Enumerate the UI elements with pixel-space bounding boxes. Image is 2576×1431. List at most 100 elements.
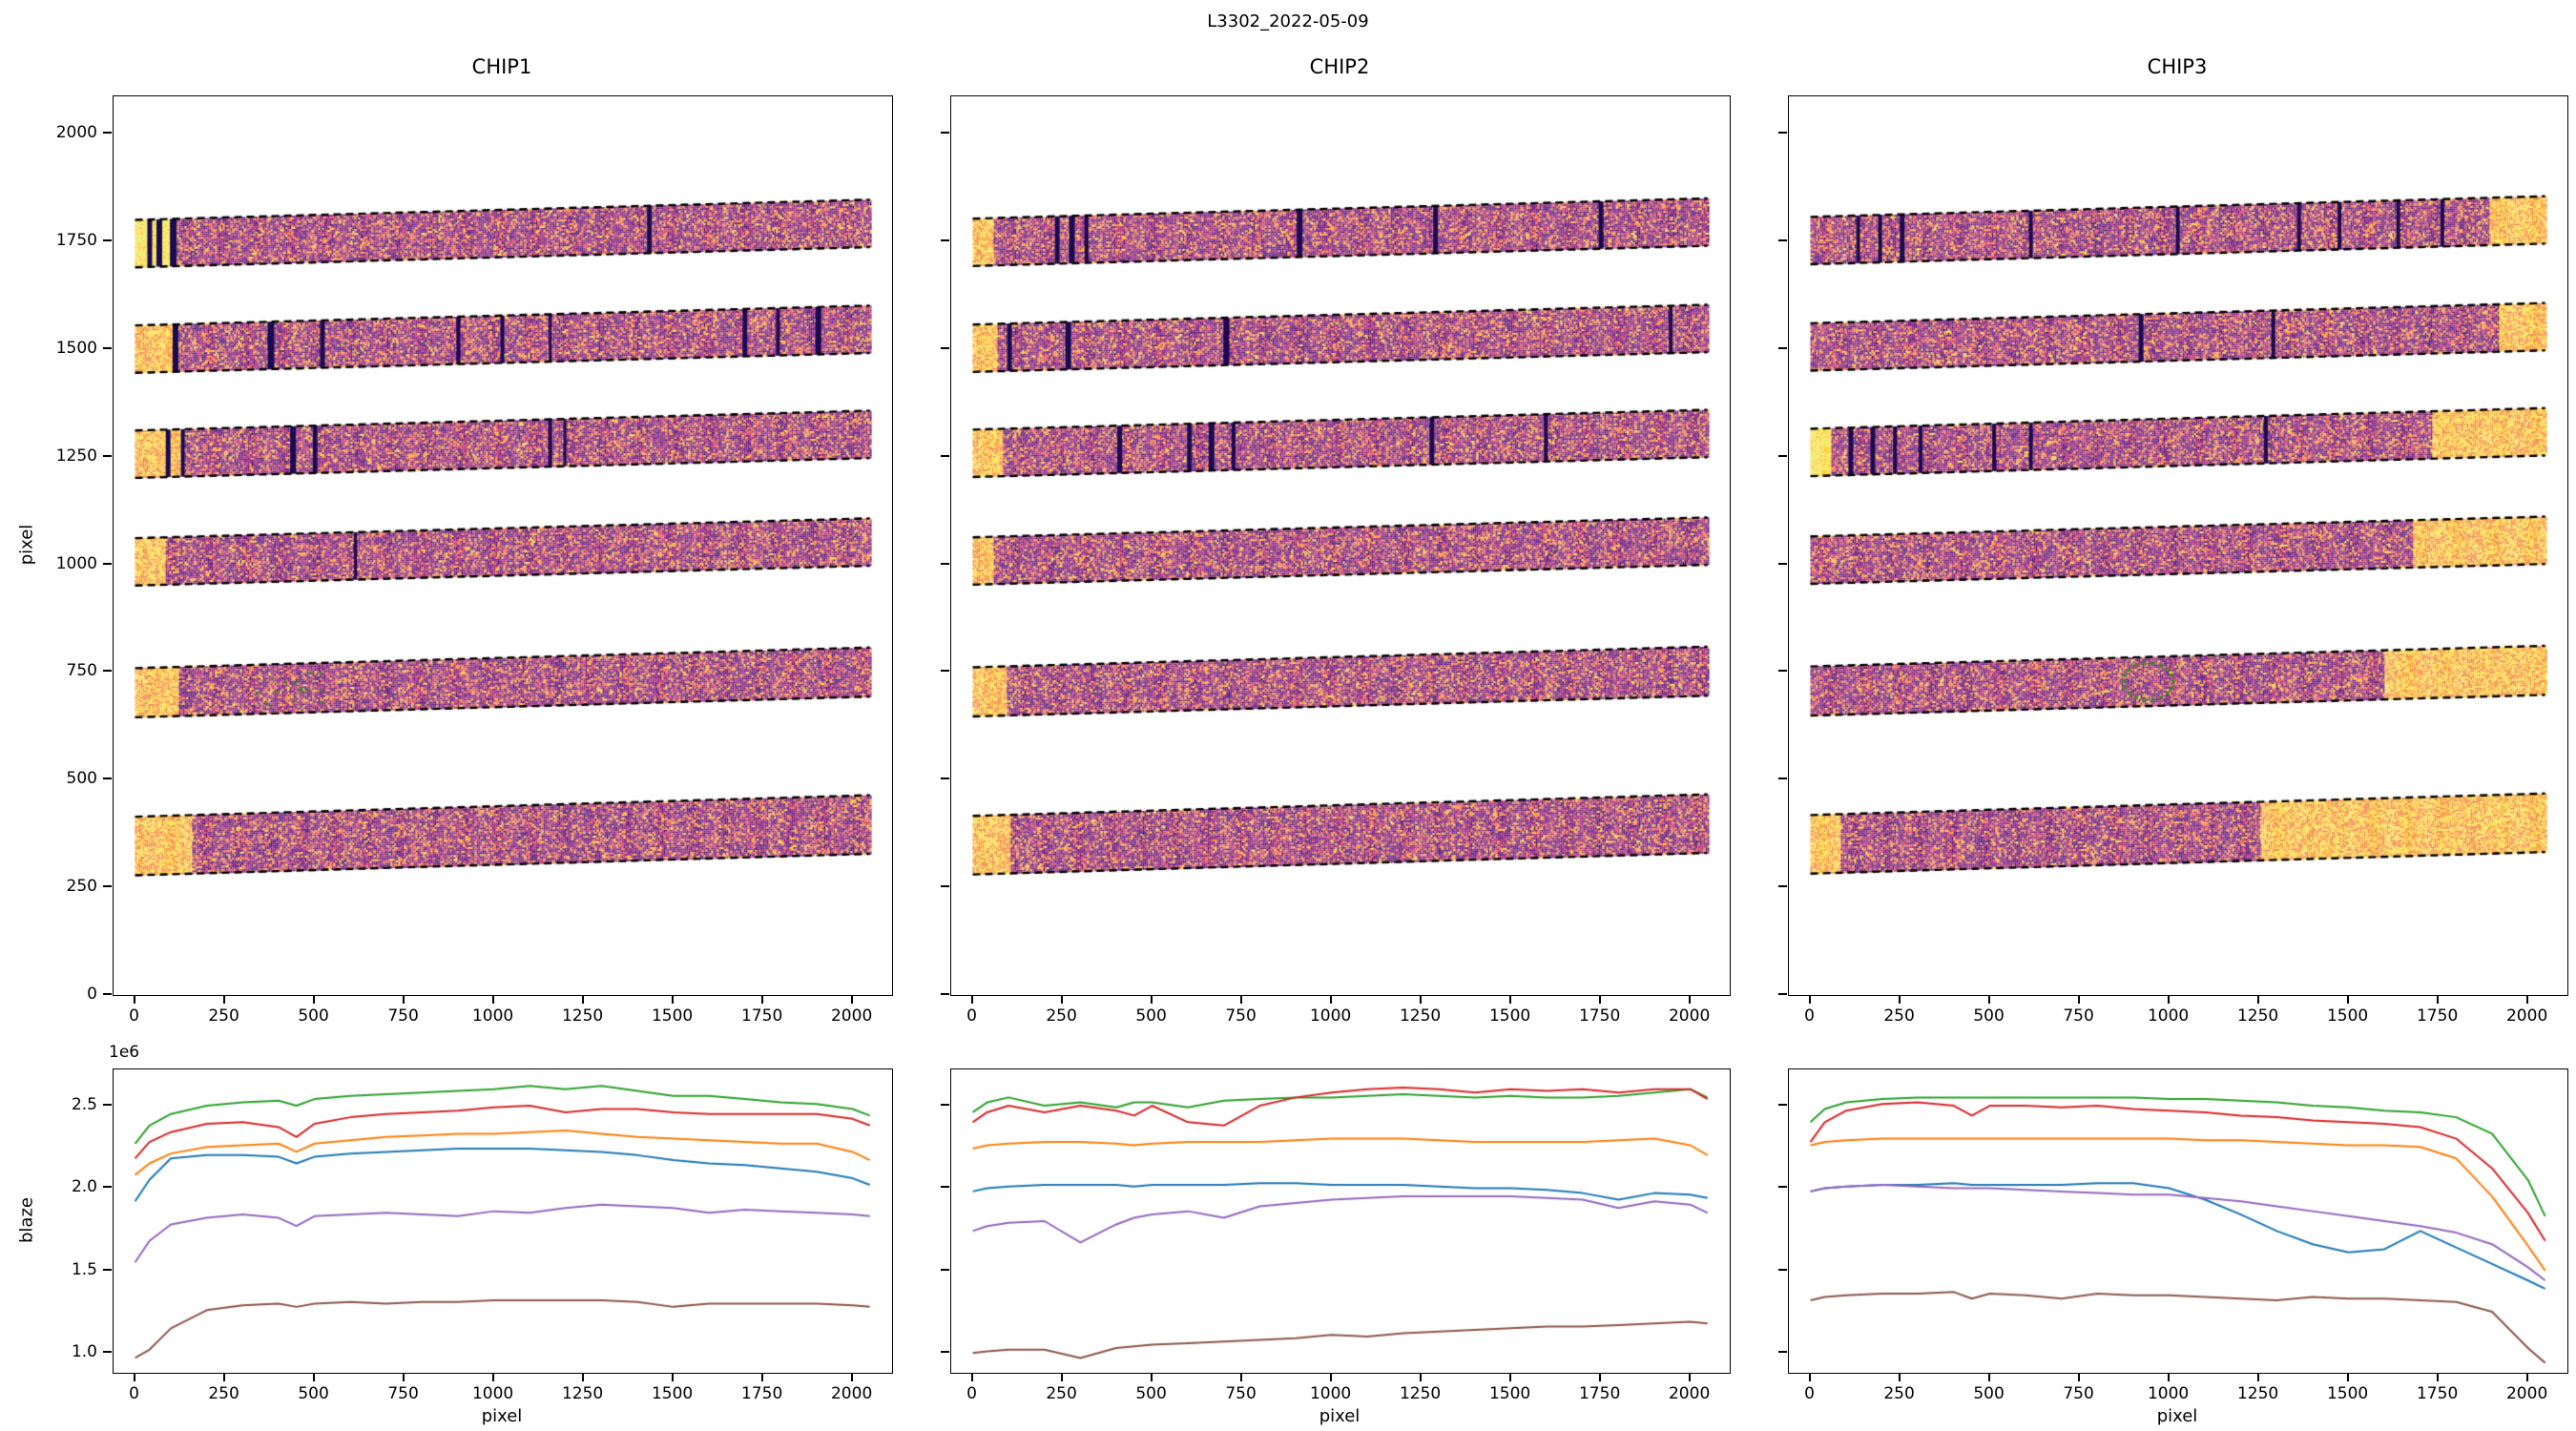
y-tick xyxy=(1778,1186,1787,1189)
x-tick xyxy=(850,995,853,1004)
y-tick-label: 0 xyxy=(87,985,97,1004)
chip3-x-axis-label: pixel xyxy=(2156,1406,2198,1426)
x-tick-label: 250 xyxy=(1046,1006,1077,1026)
x-tick xyxy=(1329,995,1332,1004)
x-tick-label: 500 xyxy=(298,1006,329,1026)
chip3-title: CHIP3 xyxy=(2147,55,2208,78)
x-tick-label: 1000 xyxy=(471,1006,514,1026)
x-tick xyxy=(1898,1373,1901,1381)
y-tick xyxy=(941,1351,949,1354)
y-tick xyxy=(1778,993,1787,995)
x-tick-label: 250 xyxy=(1046,1384,1077,1403)
x-tick xyxy=(1150,995,1153,1004)
chip1-title: CHIP1 xyxy=(471,55,532,78)
chip3-blaze-panel xyxy=(1788,1068,2568,1374)
y-tick-label: 1250 xyxy=(55,446,97,466)
chip1-blaze-panel xyxy=(113,1068,893,1374)
y-tick xyxy=(941,562,949,565)
x-tick-label: 1750 xyxy=(740,1384,783,1403)
x-tick xyxy=(1060,1373,1063,1381)
x-tick-label: 1750 xyxy=(740,1006,783,1026)
x-tick xyxy=(850,1373,853,1381)
x-tick xyxy=(1239,995,1242,1004)
chip1-blaze-canvas xyxy=(114,1069,892,1373)
x-tick xyxy=(222,1373,225,1381)
x-tick-label: 500 xyxy=(1973,1384,2005,1403)
x-tick-label: 250 xyxy=(208,1006,239,1026)
x-tick xyxy=(1598,995,1601,1004)
x-tick xyxy=(2167,1373,2170,1381)
x-tick-label: 0 xyxy=(129,1006,139,1026)
x-tick xyxy=(671,995,674,1004)
y-tick-label: 250 xyxy=(66,877,97,897)
x-tick xyxy=(2436,1373,2439,1381)
x-tick xyxy=(133,995,135,1004)
x-tick-label: 2000 xyxy=(1668,1006,1711,1026)
x-tick xyxy=(1239,1373,1242,1381)
y-tick-label: 1.0 xyxy=(71,1342,97,1362)
y-tick xyxy=(103,885,112,888)
x-tick xyxy=(2346,1373,2349,1381)
x-tick-label: 0 xyxy=(129,1384,139,1403)
y-tick xyxy=(103,346,112,349)
x-tick-label: 1000 xyxy=(1309,1006,1352,1026)
y-tick-label: 2.0 xyxy=(71,1177,97,1197)
x-tick-label: 750 xyxy=(2063,1006,2094,1026)
x-tick-label: 1000 xyxy=(1309,1384,1352,1403)
x-tick-label: 2000 xyxy=(2505,1384,2548,1403)
y-tick xyxy=(1778,239,1787,242)
x-tick-label: 1250 xyxy=(1399,1384,1442,1403)
x-tick xyxy=(2346,995,2349,1004)
y-tick xyxy=(1778,778,1787,780)
x-tick xyxy=(671,1373,674,1381)
x-tick-label: 1000 xyxy=(2147,1384,2190,1403)
x-tick-label: 500 xyxy=(1135,1384,1167,1403)
x-tick xyxy=(1688,995,1691,1004)
y-tick xyxy=(1778,1351,1787,1354)
x-tick xyxy=(2167,995,2170,1004)
x-tick-label: 1500 xyxy=(1488,1384,1531,1403)
figure-title: L3302_2022-05-09 xyxy=(1207,11,1369,31)
y-tick xyxy=(1778,346,1787,349)
x-tick xyxy=(312,995,315,1004)
y-tick xyxy=(103,1104,112,1107)
x-tick-label: 1500 xyxy=(1488,1006,1531,1026)
x-tick xyxy=(222,995,225,1004)
y-tick xyxy=(941,1268,949,1271)
chip2-x-axis-label: pixel xyxy=(1319,1406,1361,1426)
x-tick xyxy=(1808,995,1811,1004)
x-tick-label: 750 xyxy=(387,1006,419,1026)
chip2-title: CHIP2 xyxy=(1309,55,1370,78)
y-tick xyxy=(941,885,949,888)
y-tick xyxy=(941,132,949,135)
x-tick xyxy=(1508,995,1511,1004)
y-tick-label: 1.5 xyxy=(71,1259,97,1279)
x-tick xyxy=(970,995,973,1004)
y-tick xyxy=(941,1186,949,1189)
x-tick xyxy=(312,1373,315,1381)
y-tick-label: 1500 xyxy=(55,338,97,358)
y-tick xyxy=(941,346,949,349)
y-tick xyxy=(941,454,949,457)
chip1-x-axis-label: pixel xyxy=(481,1406,523,1426)
y-tick xyxy=(1778,132,1787,135)
x-tick-label: 1750 xyxy=(1578,1384,1621,1403)
y-tick xyxy=(103,1268,112,1271)
chip2-image-canvas xyxy=(951,96,1730,995)
x-tick-label: 1250 xyxy=(561,1384,604,1403)
x-tick-label: 1250 xyxy=(561,1006,604,1026)
x-tick-label: 1000 xyxy=(471,1384,514,1403)
x-tick xyxy=(1419,1373,1422,1381)
x-tick xyxy=(491,1373,494,1381)
x-tick-label: 2000 xyxy=(830,1006,873,1026)
y-tick xyxy=(103,670,112,673)
x-tick xyxy=(133,1373,135,1381)
x-tick-label: 750 xyxy=(387,1384,419,1403)
x-tick-label: 0 xyxy=(1804,1006,1815,1026)
y-tick xyxy=(1778,670,1787,673)
x-tick xyxy=(1688,1373,1691,1381)
x-tick-label: 1250 xyxy=(1399,1006,1442,1026)
y-tick xyxy=(103,1351,112,1354)
x-tick xyxy=(2077,1373,2080,1381)
x-tick xyxy=(1808,1373,1811,1381)
